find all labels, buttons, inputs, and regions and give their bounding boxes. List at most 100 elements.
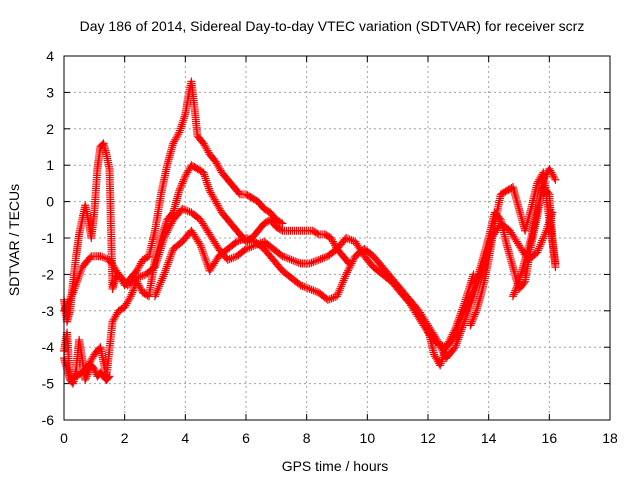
data-point (334, 288, 343, 297)
data-point (201, 255, 210, 263)
x-tick-label: 4 (181, 430, 189, 446)
data-point (460, 306, 469, 315)
data-point (162, 262, 171, 271)
data-point (282, 253, 291, 262)
data-point (68, 290, 77, 299)
data-point (285, 255, 294, 264)
data-point (343, 266, 352, 275)
y-tick-label: 0 (46, 194, 54, 210)
data-point (238, 235, 247, 244)
data-point (278, 219, 287, 228)
data-point (98, 252, 107, 261)
x-tick-label: 6 (242, 430, 250, 446)
data-point (208, 192, 217, 201)
data-point (181, 206, 190, 215)
data-point (108, 317, 117, 326)
data-point (245, 235, 254, 244)
data-point (178, 204, 187, 213)
data-point (212, 159, 221, 168)
data-point (433, 355, 442, 364)
data-point (160, 234, 169, 242)
data-point (514, 279, 523, 288)
data-point (76, 267, 85, 276)
data-point (462, 301, 471, 310)
data-point (318, 254, 327, 263)
data-point (432, 354, 441, 363)
data-point (135, 261, 144, 270)
series-track-h (60, 328, 114, 388)
data-point (329, 293, 338, 302)
data-point (551, 263, 560, 272)
data-point (182, 170, 191, 179)
data-point (211, 157, 220, 166)
data-point (136, 259, 145, 268)
data-point (449, 334, 458, 343)
data-point (111, 312, 120, 321)
series-track-g (508, 183, 560, 301)
grid (64, 56, 610, 420)
y-tick-label: -5 (42, 376, 55, 392)
data-point (77, 265, 86, 274)
data-point (289, 256, 298, 265)
data-point (296, 281, 305, 290)
data-point (170, 137, 179, 146)
data-point (223, 255, 232, 264)
data-point (508, 292, 517, 301)
data-point (177, 122, 186, 131)
data-point (283, 254, 292, 263)
data-point (276, 225, 285, 234)
data-point (210, 195, 219, 204)
data-point (537, 238, 546, 247)
data-point (440, 347, 449, 356)
data-point (539, 232, 548, 241)
data-point (549, 172, 558, 181)
data-point (305, 259, 314, 268)
data-point (466, 321, 475, 330)
data-point (203, 146, 212, 155)
data-point (551, 175, 560, 184)
data-point (133, 279, 142, 288)
data-point (167, 219, 176, 228)
data-point (175, 126, 184, 135)
data-point (347, 236, 356, 245)
data-point (159, 272, 168, 281)
data-point (439, 351, 448, 360)
data-point (465, 294, 474, 303)
data-point (348, 257, 357, 266)
data-point (211, 197, 220, 206)
data-point (134, 281, 143, 290)
data-point (63, 299, 72, 308)
data-point (112, 310, 121, 319)
data-point (121, 301, 130, 310)
data-point (438, 355, 447, 364)
data-point (132, 266, 141, 275)
data-point (212, 199, 221, 208)
data-point (333, 290, 342, 299)
data-point (229, 253, 238, 262)
data-point (122, 299, 131, 308)
data-point (101, 254, 110, 263)
data-point (232, 237, 241, 246)
data-point (450, 344, 458, 353)
data-point (311, 287, 320, 296)
data-point (451, 343, 460, 352)
data-point (180, 173, 189, 182)
data-point (458, 310, 467, 319)
data-point (65, 295, 74, 304)
data-point (135, 283, 144, 292)
data-point (160, 268, 169, 277)
data-point (467, 319, 476, 328)
data-point (513, 281, 522, 290)
data-point (199, 168, 208, 177)
data-point (172, 133, 181, 142)
data-point (461, 303, 470, 312)
data-point (276, 250, 285, 259)
data-point (456, 329, 465, 338)
data-point (199, 249, 208, 258)
data-point (161, 232, 170, 241)
data-point (447, 337, 456, 346)
x-tick-label: 12 (420, 430, 436, 446)
data-point (240, 246, 249, 255)
y-tick-label: 1 (46, 157, 54, 173)
